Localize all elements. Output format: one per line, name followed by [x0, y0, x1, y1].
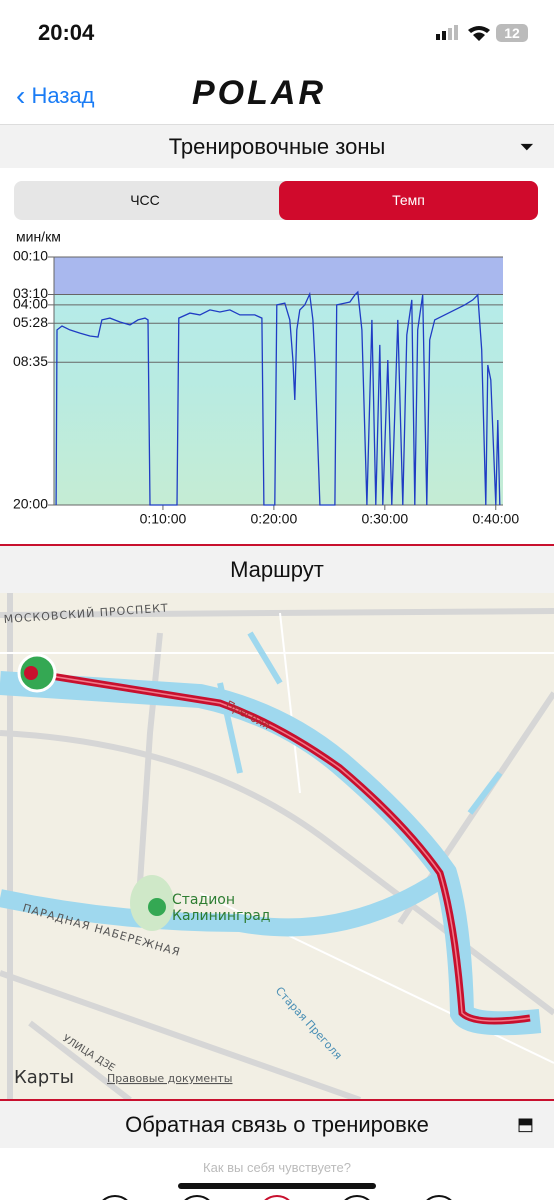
y-tick-label: 00:10: [13, 248, 48, 264]
status-icons: 12: [436, 24, 528, 42]
section-header: Тренировочные зоны ⏷: [0, 124, 554, 168]
pace-line: [55, 290, 501, 506]
tab-active[interactable]: Темп: [279, 181, 538, 220]
divider: [0, 544, 554, 546]
route-map: МОСКОВСКИЙ ПРОСПЕКТ Преголя Стадион Кали…: [0, 593, 554, 1100]
back-label: Назад: [31, 83, 95, 108]
tab[interactable]: ЧСС: [130, 192, 160, 208]
y-tick-label: 04:00: [13, 296, 48, 312]
legal-link[interactable]: Правовые документы: [107, 1072, 232, 1085]
map-label: Стадион: [172, 892, 235, 908]
x-tick-label: 0:10:00: [140, 511, 187, 527]
status-time: 20:04: [38, 20, 95, 45]
maps-attribution: Карты: [14, 1067, 74, 1088]
feedback-title: Обратная связь о тренировке: [125, 1112, 429, 1137]
divider: [0, 1099, 554, 1101]
feedback-prompt: Как вы себя чувствуете?: [203, 1160, 351, 1175]
logo: POLAR: [192, 74, 326, 112]
y-tick-label: 20:00: [13, 496, 48, 512]
x-tick-label: 0:40:00: [472, 511, 519, 527]
segmented-control: ЧСС Темп: [14, 181, 538, 220]
share-icon[interactable]: ⬒: [516, 1114, 534, 1134]
x-tick-label: 0:20:00: [251, 511, 298, 527]
x-tick-label: 0:30:00: [361, 511, 408, 527]
map-label: Калининград: [172, 908, 270, 924]
y-tick-label: 05:28: [13, 314, 48, 330]
route-header: Маршрут: [0, 546, 554, 593]
feedback-header: Обратная связь о тренировке ⬒: [0, 1101, 554, 1148]
battery-level: 12: [504, 25, 520, 41]
y-tick-label: 03:10: [13, 285, 48, 301]
filter-icon[interactable]: ⏷: [519, 137, 534, 157]
back-button[interactable]: ‹ Назад: [16, 80, 95, 111]
feeling-options: [102, 1183, 452, 1200]
y-axis-label: мин/км: [16, 229, 61, 245]
y-tick-label: 08:35: [13, 353, 48, 369]
section-title: Тренировочные зоны: [168, 134, 386, 159]
